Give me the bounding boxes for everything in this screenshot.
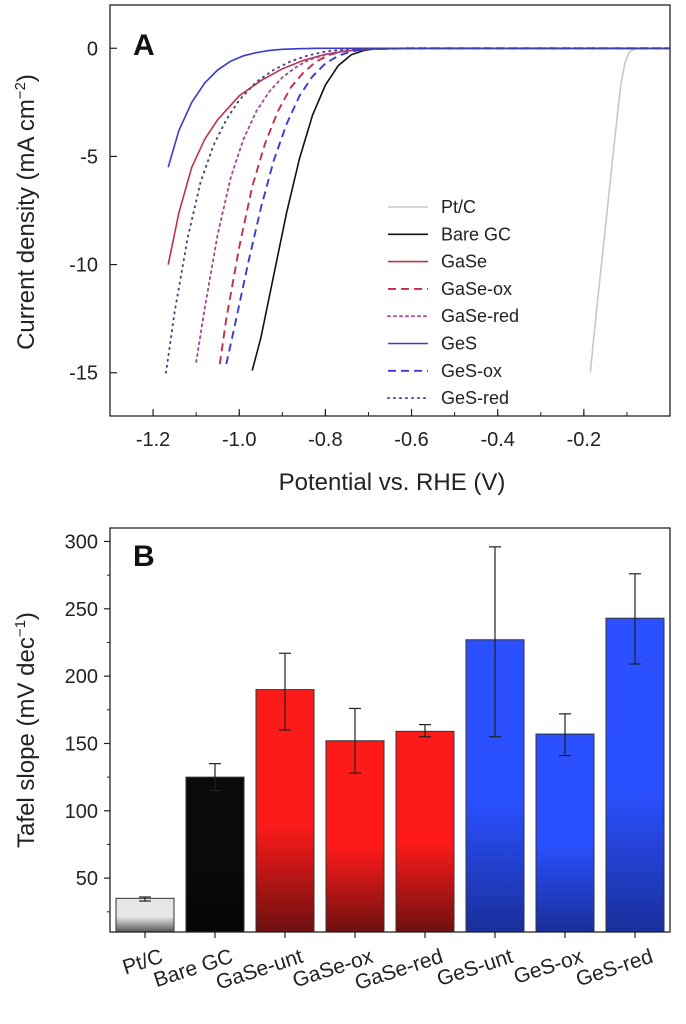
panel-a-letter: A <box>133 29 155 62</box>
panel-b-y-tick-label: 200 <box>65 666 98 688</box>
category-label: GeS-ox <box>511 945 586 989</box>
bar-ges-ox <box>535 733 595 933</box>
category-label: GeS-unt <box>434 945 516 991</box>
panel-a-x-tick-label: -1.0 <box>222 429 256 451</box>
panel-b-letter: B <box>133 540 155 573</box>
panel-b-bars <box>115 546 665 933</box>
panel-a-x-tick-label: -0.6 <box>394 429 428 451</box>
panel-a-x-tick-label: -0.4 <box>480 429 514 451</box>
panel-a-y-tick-label: -5 <box>80 146 98 168</box>
legend-label: GeS-red <box>441 388 509 408</box>
panel-a-plot-frame <box>109 4 671 417</box>
panel-b-y-tick-label: 100 <box>65 801 98 823</box>
legend-label: GaSe-ox <box>441 279 512 299</box>
panel-a-x-axis-label: Potential vs. RHE (V) <box>279 469 506 496</box>
category-label: GeS-red <box>573 945 656 991</box>
legend-label: Pt/C <box>441 197 476 217</box>
legend-label: GeS <box>441 334 477 354</box>
bar-pt-c <box>115 897 175 933</box>
series-line-ges-ox <box>225 47 670 365</box>
panel-a-x-tick-label: -0.2 <box>567 429 601 451</box>
panel-a-x-tick-label: -0.8 <box>308 429 342 451</box>
panel-b-y-tick-label: 300 <box>65 531 98 553</box>
panel-a-x-tick-label: -1.2 <box>136 429 170 451</box>
bar-bare-gc <box>185 776 245 933</box>
panel-b-y-axis-label: Tafel slope (mV dec−1) <box>12 612 40 848</box>
series-line-ges <box>167 47 670 168</box>
panel-a-line-chart: A -1.2 -1.0 -0.8 -0.6 -0.4 -0.2 0 -5 -10 -15 Pt/C… <box>12 4 671 496</box>
panel-b-y-tick-label: 250 <box>65 599 98 621</box>
panel-a-y-tick-label: -10 <box>69 255 98 277</box>
bar-gase-red <box>395 730 455 933</box>
series-line-gase <box>167 47 670 265</box>
legend-label: GaSe-red <box>441 306 519 326</box>
panel-a-y-tick-label: -15 <box>69 363 98 385</box>
legend-label: Bare GC <box>441 224 511 244</box>
legend-label: GeS-ox <box>441 361 502 381</box>
panel-a-series <box>165 47 671 374</box>
panel-b-y-tick-label: 50 <box>76 868 98 890</box>
bar-ges-red <box>605 617 665 933</box>
panel-a-ticks: -1.2 -1.0 -0.8 -0.6 -0.4 -0.2 0 -5 -10 -15 <box>69 38 671 451</box>
panel-b-plot-frame <box>109 527 671 933</box>
panel-a-y-tick-label: 0 <box>87 38 98 60</box>
series-line-pt-c <box>589 47 670 373</box>
series-line-gase-red <box>195 47 671 363</box>
panel-b-y-tick-label: 150 <box>65 733 98 755</box>
panel-b-ticks: 50 100 150 200 250 300 <box>65 531 636 938</box>
legend-label: GaSe <box>441 252 487 272</box>
panel-a-legend: Pt/C Bare GC GaSe GaSe-ox GaSe-red GeS GeS-ox G… <box>387 197 519 408</box>
panel-a-y-axis-label: Current density (mA cm−2) <box>12 74 40 350</box>
